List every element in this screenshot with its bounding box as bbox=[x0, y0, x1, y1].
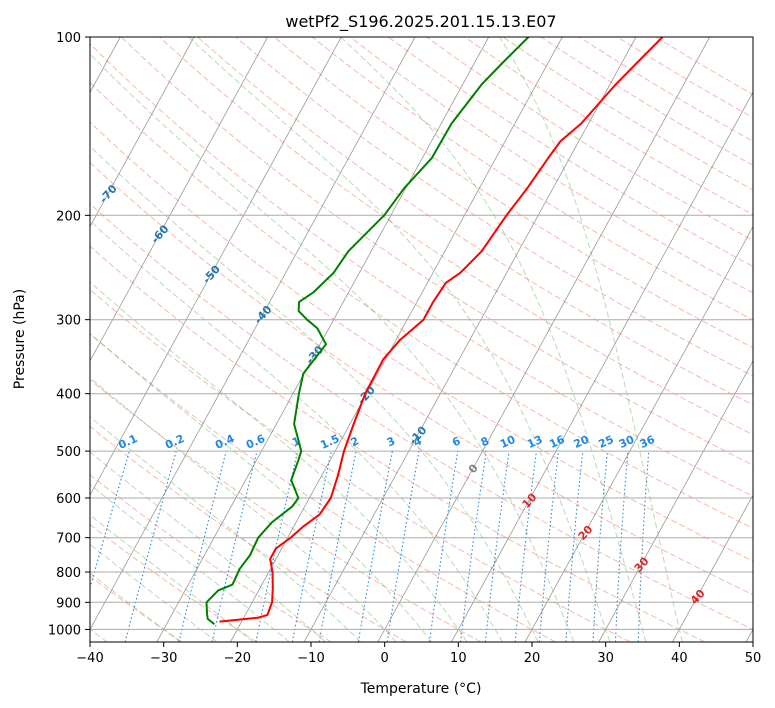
mixing-ratio-label: 30 bbox=[617, 433, 637, 451]
x-axis: −40 −30 −20 −10 0 10 20 30 40 50 bbox=[76, 642, 761, 666]
x-tick-label: −30 bbox=[150, 651, 177, 666]
dry-adiabat-line bbox=[311, 37, 753, 321]
mixing-ratio-line bbox=[90, 450, 130, 590]
x-tick-label: −10 bbox=[297, 651, 324, 666]
x-tick-label: 20 bbox=[524, 651, 541, 666]
moist-adiabat-line bbox=[90, 220, 503, 642]
moist-adiabat-line bbox=[90, 377, 397, 642]
dry-adiabat-line bbox=[159, 37, 753, 436]
y-tick-label: 900 bbox=[56, 596, 81, 611]
moist-adiabat-line bbox=[340, 37, 647, 642]
dry-adiabat-line bbox=[90, 245, 706, 642]
y-tick-label: 700 bbox=[56, 532, 81, 547]
profiles bbox=[205, 37, 664, 625]
y-axis-title: Pressure (hPa) bbox=[12, 289, 28, 389]
isotherm-line bbox=[90, 37, 342, 496]
plot-frame bbox=[89, 36, 754, 643]
isotherm-line bbox=[524, 225, 753, 642]
x-axis-title: Temperature (°C) bbox=[360, 681, 482, 697]
mixing-ratio-line bbox=[538, 451, 560, 642]
mixing-ratio-label: 16 bbox=[547, 433, 567, 451]
moist-adiabat-line bbox=[499, 37, 683, 642]
x-tick-label: −20 bbox=[224, 651, 251, 666]
dry-adiabat-line bbox=[90, 43, 753, 497]
mixing-ratio-line bbox=[178, 450, 227, 642]
dry-adiabat-line bbox=[90, 575, 183, 642]
dry-adiabat-line bbox=[235, 37, 753, 377]
dry-adiabat-line bbox=[90, 203, 753, 630]
y-tick-label: 200 bbox=[56, 209, 81, 224]
chart-title: wetPf2_S196.2025.201.15.13.E07 bbox=[285, 12, 556, 32]
mixing-ratio-label: 10 bbox=[498, 433, 518, 451]
moist-adiabats bbox=[90, 37, 683, 642]
y-tick-label: 400 bbox=[56, 388, 81, 403]
y-tick-label: 300 bbox=[56, 314, 81, 329]
plot-area: 0.10.20.40.611.52346810131620253036-100-… bbox=[90, 37, 753, 642]
isotherm-line bbox=[672, 494, 753, 642]
dry-adiabat-line bbox=[90, 378, 481, 642]
moist-adiabat-line bbox=[90, 514, 254, 642]
isotherm-line bbox=[90, 37, 195, 228]
x-tick-label: 30 bbox=[597, 651, 614, 666]
mixing-ratio-label: 25 bbox=[596, 433, 615, 451]
moist-adiabat-line bbox=[90, 483, 290, 642]
x-tick-label: 10 bbox=[450, 651, 467, 666]
moist-adiabat-line bbox=[90, 53, 575, 642]
isobars bbox=[90, 37, 753, 630]
dry-adiabat-line bbox=[90, 288, 631, 642]
dry-adiabat-line bbox=[90, 524, 257, 642]
isotherm-line bbox=[90, 37, 416, 631]
moist-adiabat-line bbox=[90, 332, 432, 642]
mixing-ratio-line bbox=[255, 450, 299, 642]
x-tick-label: 40 bbox=[671, 651, 688, 666]
mixing-ratio-line bbox=[484, 451, 510, 642]
mixing-ratio-line bbox=[514, 451, 537, 642]
y-tick-label: 1000 bbox=[48, 623, 81, 638]
mixing-ratio-line bbox=[565, 451, 584, 642]
dry-adiabat-line bbox=[90, 161, 753, 596]
mixing-ratio-label: 20 bbox=[572, 433, 592, 451]
x-tick-label: 50 bbox=[745, 651, 762, 666]
isotherm-line bbox=[90, 37, 269, 362]
mixing-ratio-label: 13 bbox=[525, 433, 544, 451]
isotherm-line bbox=[598, 360, 753, 642]
y-tick-label: 500 bbox=[56, 445, 81, 460]
dewpoint-profile-line bbox=[205, 37, 530, 625]
moist-adiabat-line bbox=[90, 145, 539, 642]
isotherm-line bbox=[303, 37, 637, 642]
y-axis: 100 200 300 400 500 600 700 800 900 1000 bbox=[48, 31, 90, 638]
mixing-ratio-label: 36 bbox=[638, 433, 658, 451]
mixing-ratio-line bbox=[460, 451, 487, 642]
y-tick-label: 100 bbox=[56, 31, 81, 46]
mixing-ratio-line bbox=[428, 451, 459, 642]
moist-adiabat-line bbox=[188, 37, 611, 642]
mixing-ratio-line bbox=[211, 450, 258, 642]
temperature-profile-line bbox=[219, 37, 664, 623]
dry-adiabat-line bbox=[90, 474, 332, 642]
y-tick-label: 600 bbox=[56, 492, 81, 507]
x-tick-label: −40 bbox=[76, 651, 103, 666]
moist-adiabat-line bbox=[90, 451, 326, 642]
isotherm-line bbox=[451, 91, 753, 642]
y-tick-label: 800 bbox=[56, 566, 81, 581]
x-tick-label: 0 bbox=[381, 651, 389, 666]
isotherm-line bbox=[377, 37, 711, 642]
dry-adiabat-line bbox=[90, 81, 753, 529]
